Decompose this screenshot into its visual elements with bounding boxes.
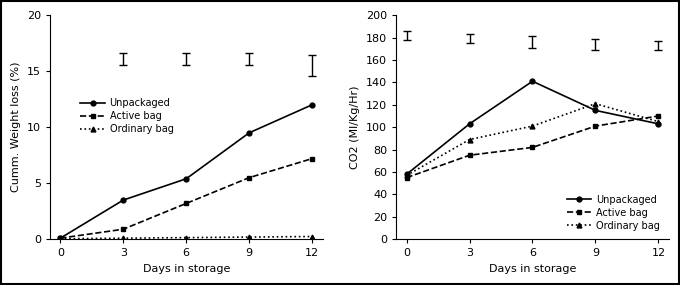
Unpackaged bbox=[403, 173, 411, 176]
Line: Unpackaged: Unpackaged bbox=[58, 102, 315, 241]
Ordinary bag bbox=[56, 237, 65, 241]
Line: Ordinary bag: Ordinary bag bbox=[404, 101, 661, 178]
X-axis label: Days in storage: Days in storage bbox=[489, 264, 576, 274]
Ordinary bag bbox=[403, 174, 411, 177]
Y-axis label: CO2 (Ml/Kg/Hr): CO2 (Ml/Kg/Hr) bbox=[350, 86, 360, 169]
Active bag bbox=[466, 154, 474, 157]
Active bag bbox=[119, 227, 127, 231]
Line: Unpackaged: Unpackaged bbox=[404, 79, 661, 177]
Legend: Unpackaged, Active bag, Ordinary bag: Unpackaged, Active bag, Ordinary bag bbox=[563, 191, 664, 235]
Ordinary bag bbox=[654, 120, 662, 123]
Unpackaged bbox=[528, 80, 537, 83]
Active bag bbox=[592, 124, 600, 128]
Active bag bbox=[528, 146, 537, 149]
Unpackaged bbox=[245, 131, 253, 135]
Ordinary bag bbox=[119, 237, 127, 240]
Legend: Unpackaged, Active bag, Ordinary bag: Unpackaged, Active bag, Ordinary bag bbox=[77, 94, 177, 138]
Y-axis label: Cumm. Weight loss (%): Cumm. Weight loss (%) bbox=[11, 62, 21, 192]
Line: Ordinary bag: Ordinary bag bbox=[58, 234, 315, 241]
Active bag bbox=[308, 157, 316, 160]
Unpackaged bbox=[56, 237, 65, 240]
X-axis label: Days in storage: Days in storage bbox=[143, 264, 230, 274]
Active bag bbox=[403, 176, 411, 179]
Unpackaged bbox=[182, 177, 190, 180]
Ordinary bag bbox=[308, 235, 316, 238]
Unpackaged bbox=[654, 122, 662, 126]
Active bag bbox=[245, 176, 253, 179]
Unpackaged bbox=[466, 122, 474, 126]
Active bag bbox=[654, 114, 662, 118]
Unpackaged bbox=[592, 109, 600, 112]
Active bag bbox=[56, 237, 65, 240]
Line: Active bag: Active bag bbox=[58, 156, 315, 241]
Unpackaged bbox=[308, 103, 316, 107]
Ordinary bag bbox=[592, 102, 600, 105]
Ordinary bag bbox=[245, 235, 253, 239]
Ordinary bag bbox=[466, 138, 474, 141]
Ordinary bag bbox=[528, 124, 537, 128]
Active bag bbox=[182, 202, 190, 205]
Line: Active bag: Active bag bbox=[404, 113, 661, 180]
Unpackaged bbox=[119, 198, 127, 202]
Ordinary bag bbox=[182, 236, 190, 239]
